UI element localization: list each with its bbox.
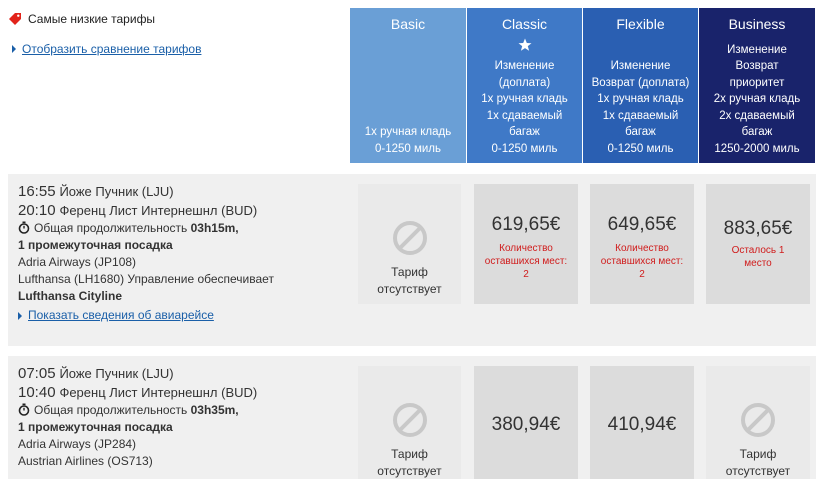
segment-carrier: Adria Airways (JP108) [18, 255, 137, 269]
departure-time: 07:05 [18, 365, 56, 382]
departure-airport: Йоже Пучник (LJU) [59, 366, 174, 381]
lowest-fares-legend: Самые низкие тарифы [8, 12, 155, 26]
segment-carrier: Austrian Airlines (OS713) [18, 454, 153, 468]
fare-feature: Изменение [727, 43, 787, 56]
flight-row: 07:05 Йоже Пучник (LJU) 10:40 Ференц Лис… [8, 356, 816, 479]
fare-feature: 1x сдаваемый [602, 109, 679, 122]
duration-prefix: Общая продолжительность [34, 403, 191, 417]
fare-feature: приоритет [729, 76, 785, 89]
fare-cell-basic-unavailable: Тариф отсутствует [358, 184, 461, 304]
fare-cell-classic[interactable]: 380,94€ [474, 366, 578, 479]
fare-feature: 1x ручная кладь [481, 93, 568, 105]
fare-feature: 0-1250 миль [374, 142, 442, 155]
arrival-airport: Ференц Лист Интернешнл (BUD) [59, 385, 258, 400]
flight-info: 07:05 Йоже Пучник (LJU) 10:40 Ференц Лис… [18, 364, 348, 470]
seats-left-note: Количество оставшихся мест: 2 [600, 243, 684, 280]
stops-count: 1 промежуточная посадка [18, 420, 173, 434]
fare-feature: Возврат (доплата) [591, 76, 690, 89]
fare-name: Business [728, 16, 786, 32]
show-flight-details-link[interactable]: Показать сведения об авиарейсе [18, 307, 348, 324]
fare-feature: Возврат [735, 60, 779, 72]
segment-carrier: Lufthansa (LH1680) Управление обеспечива… [18, 272, 274, 286]
fare-cell-business[interactable]: 883,65€ Осталось 1 место [706, 184, 810, 304]
fare-header-flexible[interactable]: Flexible Изменение Возврат (доплата) 1x … [583, 8, 698, 163]
fare-name: Flexible [616, 16, 665, 32]
fare-feature: 1x сдаваемый [486, 109, 563, 122]
fare-cell-basic-unavailable: Тариф отсутствует [358, 366, 461, 479]
fare-price: 883,65€ [723, 218, 793, 239]
flight-row: 16:55 Йоже Пучник (LJU) 20:10 Ференц Лис… [8, 174, 816, 346]
show-fare-comparison-label: Отобразить сравнение тарифов [22, 42, 202, 56]
fare-feature: багаж [741, 126, 773, 138]
arrival-line: 10:40 Ференц Лист Интернешнл (BUD) [18, 383, 348, 402]
fare-feature: багаж [625, 126, 656, 138]
departure-line: 16:55 Йоже Пучник (LJU) [18, 182, 348, 201]
seats-left-note: Осталось 1 место [731, 245, 785, 269]
departure-airport: Йоже Пучник (LJU) [59, 184, 174, 199]
fare-header-basic[interactable]: Basic 1x ручная кладь 0-1250 миль [350, 8, 466, 163]
fare-unavailable-label: Тариф отсутствует [725, 447, 791, 478]
fare-header-business[interactable]: Business Изменение Возврат приоритет 2x … [699, 8, 815, 163]
fare-name: Classic [501, 16, 548, 32]
fare-cell-flexible[interactable]: 649,65€ Количество оставшихся мест: 2 [590, 184, 694, 304]
operating-carrier: Lufthansa Cityline [18, 289, 123, 303]
fare-price: 410,94€ [607, 414, 677, 435]
fare-price: 619,65€ [491, 214, 561, 235]
seats-left-note: Количество оставшихся мест: 2 [484, 243, 568, 280]
fare-cell-classic[interactable]: 619,65€ Количество оставшихся мест: 2 [474, 184, 578, 304]
show-fare-comparison-link[interactable]: Отобразить сравнение тарифов [12, 42, 201, 56]
fare-cell-flexible[interactable]: 410,94€ [590, 366, 694, 479]
triangle-right-icon [18, 311, 22, 320]
duration-prefix: Общая продолжительность [34, 221, 191, 235]
triangle-right-icon [12, 45, 16, 53]
fare-price: 380,94€ [491, 414, 561, 435]
stopwatch-icon [18, 403, 30, 416]
price-tag-icon [9, 13, 21, 25]
departure-line: 07:05 Йоже Пучник (LJU) [18, 364, 348, 383]
fare-feature: (доплата) [498, 76, 551, 89]
unavailable-icon [392, 403, 427, 437]
departure-time: 16:55 [18, 183, 56, 200]
segment-carrier: Adria Airways (JP284) [18, 437, 137, 451]
star-icon [518, 38, 531, 51]
fare-price: 649,65€ [607, 214, 677, 235]
duration-value: 03h15m, [190, 221, 239, 235]
fare-feature: 1x ручная кладь [364, 126, 452, 138]
duration-value: 03h35m, [190, 403, 239, 417]
lowest-fares-label: Самые низкие тарифы [28, 12, 156, 26]
fare-feature: 2x ручная кладь [713, 93, 801, 105]
flight-info: 16:55 Йоже Пучник (LJU) 20:10 Ференц Лис… [18, 182, 348, 324]
show-flight-details-label: Показать сведения об авиарейсе [28, 308, 214, 322]
arrival-line: 20:10 Ференц Лист Интернешнл (BUD) [18, 201, 348, 220]
arrival-time: 10:40 [18, 384, 56, 401]
stops-count: 1 промежуточная посадка [18, 238, 173, 252]
arrival-time: 20:10 [18, 202, 56, 219]
fare-header-classic[interactable]: Classic Изменение (доплата) 1x ручная кл… [467, 8, 582, 163]
arrival-airport: Ференц Лист Интернешнл (BUD) [59, 203, 258, 218]
fare-feature: 0-1250 миль [607, 142, 674, 155]
unavailable-icon [392, 221, 427, 255]
fare-feature: 1250-2000 миль [714, 142, 800, 155]
fare-feature: 1x ручная кладь [597, 93, 684, 105]
fare-cell-business-unavailable: Тариф отсутствует [706, 366, 810, 479]
fare-unavailable-label: Тариф отсутствует [377, 265, 442, 296]
duration-line: Общая продолжительность 03h15m, [18, 220, 348, 237]
fare-feature: 0-1250 миль [491, 142, 558, 155]
fare-name: Basic [390, 16, 426, 32]
fare-feature: 2x сдаваемый [719, 109, 795, 122]
unavailable-icon [741, 403, 775, 437]
duration-line: Общая продолжительность 03h35m, [18, 402, 348, 419]
fare-unavailable-label: Тариф отсутствует [377, 447, 442, 478]
fare-feature: багаж [509, 126, 540, 138]
stopwatch-icon [18, 221, 30, 234]
fare-feature: Изменение [494, 60, 555, 72]
fare-feature: Изменение [610, 60, 671, 72]
